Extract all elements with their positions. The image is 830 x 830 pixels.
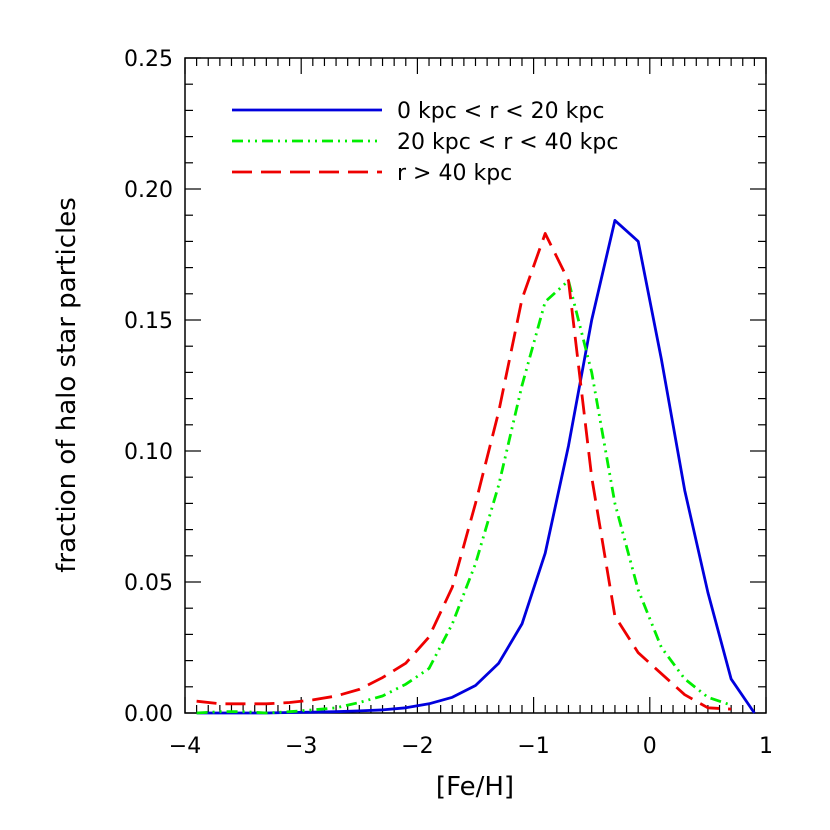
- series-line-2: [196, 279, 732, 715]
- y-tick-label: 0.05: [124, 571, 173, 596]
- x-axis-label: [Fe/H]: [436, 772, 514, 802]
- y-tick-label: 0.15: [124, 309, 173, 334]
- tick-labels: −4 −3 −2 −1 0 1 0.00 0.05 0.10 0.15 0.20 0.25: [124, 47, 773, 759]
- legend-label-3: r > 40 kpc: [397, 161, 512, 186]
- x-tick-label: −3: [285, 734, 317, 759]
- legend-label-1: 0 kpc < r < 20 kpc: [397, 99, 604, 124]
- legend-label-2: 20 kpc < r < 40 kpc: [397, 130, 618, 155]
- series-lines: [196, 218, 756, 715]
- x-tick-label: −4: [169, 734, 201, 759]
- y-tick-label: 0.10: [124, 440, 173, 465]
- legend: 0 kpc < r < 20 kpc 20 kpc < r < 40 kpc r >…: [232, 99, 618, 186]
- x-tick-label: −1: [517, 734, 549, 759]
- x-tick-label: −2: [401, 734, 433, 759]
- x-tick-label: 0: [643, 734, 657, 759]
- x-tick-label: 1: [759, 734, 773, 759]
- series-line-3: [196, 232, 732, 711]
- y-tick-label: 0.25: [124, 47, 173, 72]
- y-axis-label: fraction of halo star particles: [52, 197, 82, 573]
- y-tick-label: 0.20: [124, 178, 173, 203]
- y-tick-label: 0.00: [124, 702, 173, 727]
